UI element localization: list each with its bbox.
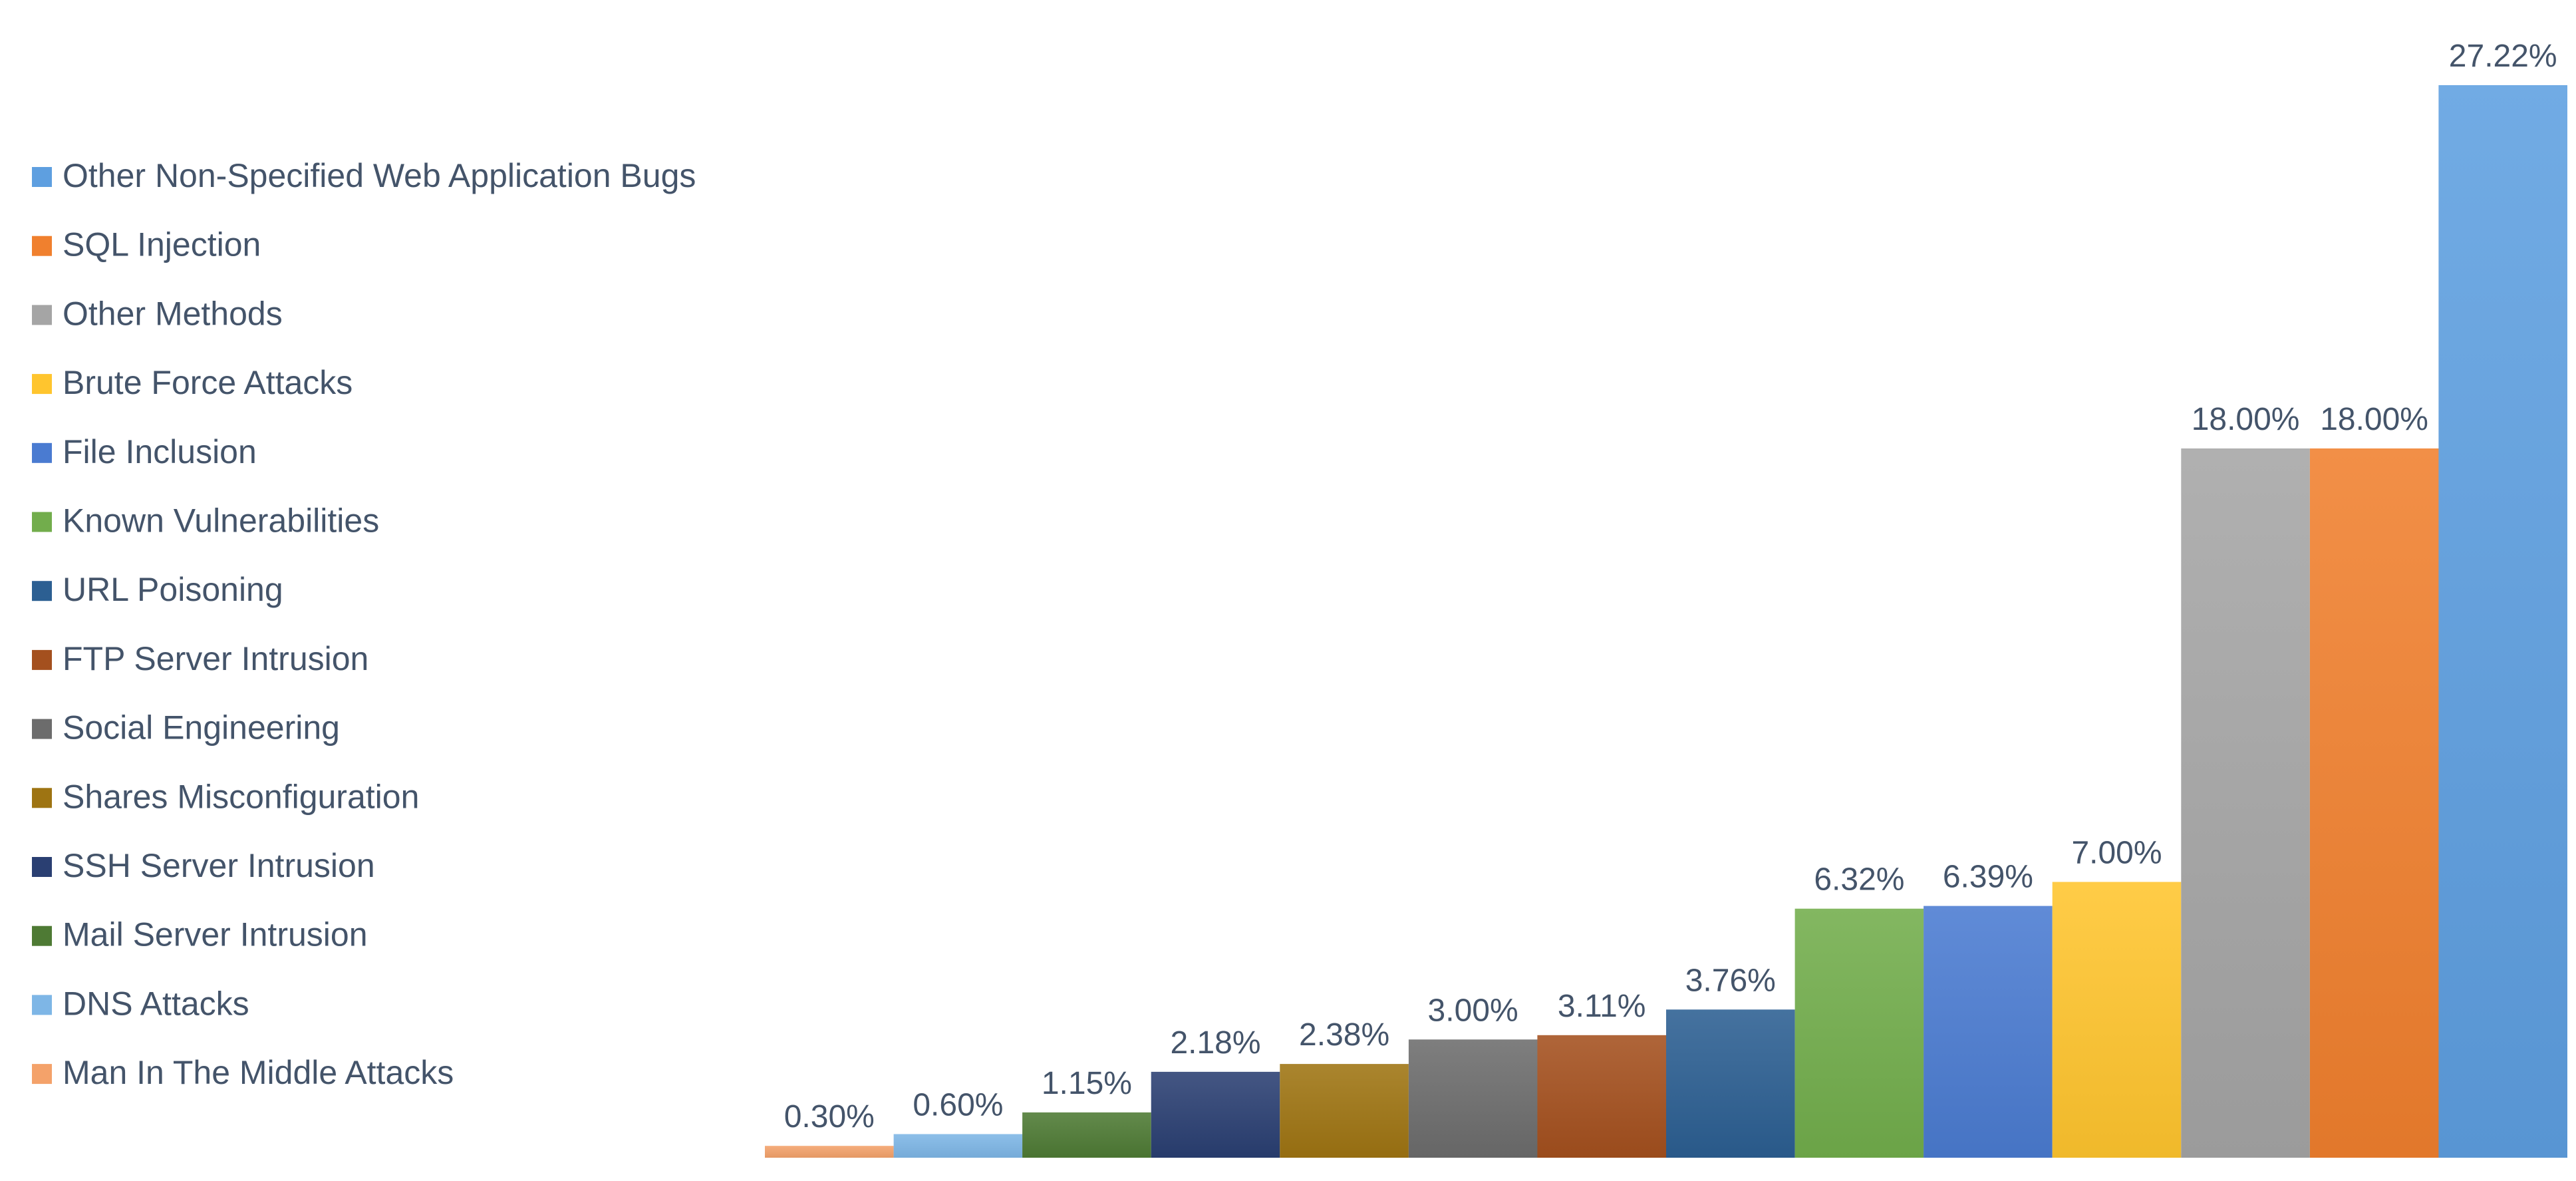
data-label-mail-server-intrusion: 1.15% bbox=[1042, 1066, 1132, 1101]
data-labels: 0.30% 0.60% 1.15% 2.18% 2.38% 3.00% 3.11% 3.76%… bbox=[784, 39, 2557, 1134]
legend-label: Mail Server Intrusion bbox=[63, 916, 368, 953]
legend-swatch bbox=[32, 857, 52, 877]
data-label-other-non-specified-web-application-bugs: 27.22% bbox=[2449, 39, 2557, 74]
legend-swatch bbox=[32, 649, 52, 670]
data-label-sql-injection: 18.00% bbox=[2320, 402, 2428, 437]
bar-url-poisoning bbox=[1666, 1009, 1795, 1158]
legend-label: Social Engineering bbox=[63, 709, 340, 747]
legend-item-social-engineering: Social Engineering bbox=[32, 709, 340, 747]
legend-swatch bbox=[32, 512, 52, 532]
bar-man-in-the-middle-attacks bbox=[765, 1146, 894, 1158]
legend-item-brute-force-attacks: Brute Force Attacks bbox=[32, 364, 353, 401]
legend-item-shares-misconfiguration: Shares Misconfiguration bbox=[32, 778, 419, 815]
legend-item-ftp-server-intrusion: FTP Server Intrusion bbox=[32, 640, 368, 677]
data-label-man-in-the-middle-attacks: 0.30% bbox=[784, 1099, 875, 1134]
bars bbox=[765, 85, 2567, 1158]
legend: Other Non-Specified Web Application Bugs… bbox=[32, 157, 696, 1091]
legend-item-known-vulnerabilities: Known Vulnerabilities bbox=[32, 502, 379, 540]
legend-item-man-in-the-middle-attacks: Man In The Middle Attacks bbox=[32, 1054, 454, 1091]
data-label-other-methods: 18.00% bbox=[2192, 402, 2300, 437]
legend-item-other-non-specified-web-application-bugs: Other Non-Specified Web Application Bugs bbox=[32, 157, 696, 194]
legend-item-ssh-server-intrusion: SSH Server Intrusion bbox=[32, 847, 375, 884]
legend-label: SSH Server Intrusion bbox=[63, 847, 375, 884]
bar-dns-attacks bbox=[893, 1134, 1023, 1158]
legend-swatch bbox=[32, 1064, 52, 1085]
data-label-ssh-server-intrusion: 2.18% bbox=[1170, 1025, 1260, 1061]
bar-file-inclusion bbox=[1924, 906, 2053, 1158]
legend-swatch bbox=[32, 995, 52, 1015]
legend-label: URL Poisoning bbox=[63, 571, 283, 608]
legend-swatch bbox=[32, 374, 52, 395]
legend-label: Brute Force Attacks bbox=[63, 364, 353, 401]
legend-label: FTP Server Intrusion bbox=[63, 640, 368, 677]
bar-ssh-server-intrusion bbox=[1151, 1071, 1280, 1158]
legend-label: SQL Injection bbox=[63, 226, 261, 263]
bar-mail-server-intrusion bbox=[1022, 1112, 1151, 1158]
data-label-brute-force-attacks: 7.00% bbox=[2071, 836, 2162, 871]
legend-item-file-inclusion: File Inclusion bbox=[32, 433, 257, 470]
legend-swatch bbox=[32, 719, 52, 739]
bar-other-methods bbox=[2181, 448, 2310, 1158]
legend-swatch bbox=[32, 926, 52, 946]
legend-item-url-poisoning: URL Poisoning bbox=[32, 571, 283, 608]
data-label-file-inclusion: 6.39% bbox=[1943, 860, 2033, 895]
data-label-dns-attacks: 0.60% bbox=[913, 1088, 1003, 1123]
legend-label: Other Methods bbox=[63, 295, 283, 332]
bar-sql-injection bbox=[2309, 448, 2439, 1158]
legend-swatch bbox=[32, 167, 52, 187]
legend-swatch bbox=[32, 581, 52, 601]
data-label-known-vulnerabilities: 6.32% bbox=[1814, 862, 1904, 898]
legend-label: DNS Attacks bbox=[63, 985, 249, 1022]
legend-item-dns-attacks: DNS Attacks bbox=[32, 985, 249, 1022]
data-label-shares-misconfiguration: 2.38% bbox=[1299, 1017, 1389, 1053]
legend-swatch bbox=[32, 788, 52, 808]
legend-item-sql-injection: SQL Injection bbox=[32, 226, 261, 263]
legend-label: Man In The Middle Attacks bbox=[63, 1054, 454, 1091]
legend-swatch bbox=[32, 305, 52, 325]
legend-swatch bbox=[32, 236, 52, 256]
legend-item-other-methods: Other Methods bbox=[32, 295, 283, 332]
bar-shares-misconfiguration bbox=[1280, 1064, 1409, 1158]
data-label-social-engineering: 3.00% bbox=[1428, 993, 1518, 1028]
legend-item-mail-server-intrusion: Mail Server Intrusion bbox=[32, 916, 368, 953]
bar-other-non-specified-web-application-bugs bbox=[2438, 85, 2567, 1158]
legend-label: File Inclusion bbox=[63, 433, 257, 470]
bar-ftp-server-intrusion bbox=[1537, 1035, 1666, 1158]
bar-known-vulnerabilities bbox=[1794, 908, 1924, 1158]
legend-label: Shares Misconfiguration bbox=[63, 778, 419, 815]
legend-label: Known Vulnerabilities bbox=[63, 502, 379, 540]
legend-label: Other Non-Specified Web Application Bugs bbox=[63, 157, 696, 194]
bar-brute-force-attacks bbox=[2052, 882, 2182, 1158]
data-label-ftp-server-intrusion: 3.11% bbox=[1558, 989, 1646, 1024]
legend-swatch bbox=[32, 442, 52, 463]
data-label-url-poisoning: 3.76% bbox=[1685, 963, 1776, 998]
bar-social-engineering bbox=[1408, 1039, 1538, 1158]
